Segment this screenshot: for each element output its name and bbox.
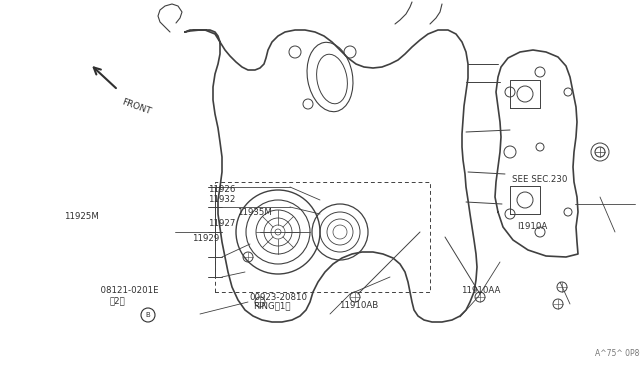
Text: RING（1）: RING（1）	[253, 301, 291, 310]
Text: A^75^ 0P80: A^75^ 0P80	[595, 349, 640, 358]
Text: （2）: （2）	[110, 296, 126, 305]
Text: 11910AA: 11910AA	[461, 286, 500, 295]
Text: 11935M: 11935M	[237, 208, 271, 217]
Text: 11929: 11929	[192, 234, 220, 243]
Text: 11925M: 11925M	[64, 212, 99, 221]
Text: FRONT: FRONT	[120, 97, 152, 116]
Text: 08121-0201E: 08121-0201E	[95, 286, 158, 295]
Text: 00923-20810: 00923-20810	[250, 293, 308, 302]
Text: 11926: 11926	[208, 185, 236, 194]
Text: 11932: 11932	[208, 195, 236, 203]
Text: 11910AB: 11910AB	[339, 301, 378, 310]
Text: 11927: 11927	[208, 219, 236, 228]
Text: I1910A: I1910A	[517, 222, 547, 231]
Text: B: B	[146, 312, 150, 318]
Text: SEE SEC.230: SEE SEC.230	[512, 175, 568, 184]
